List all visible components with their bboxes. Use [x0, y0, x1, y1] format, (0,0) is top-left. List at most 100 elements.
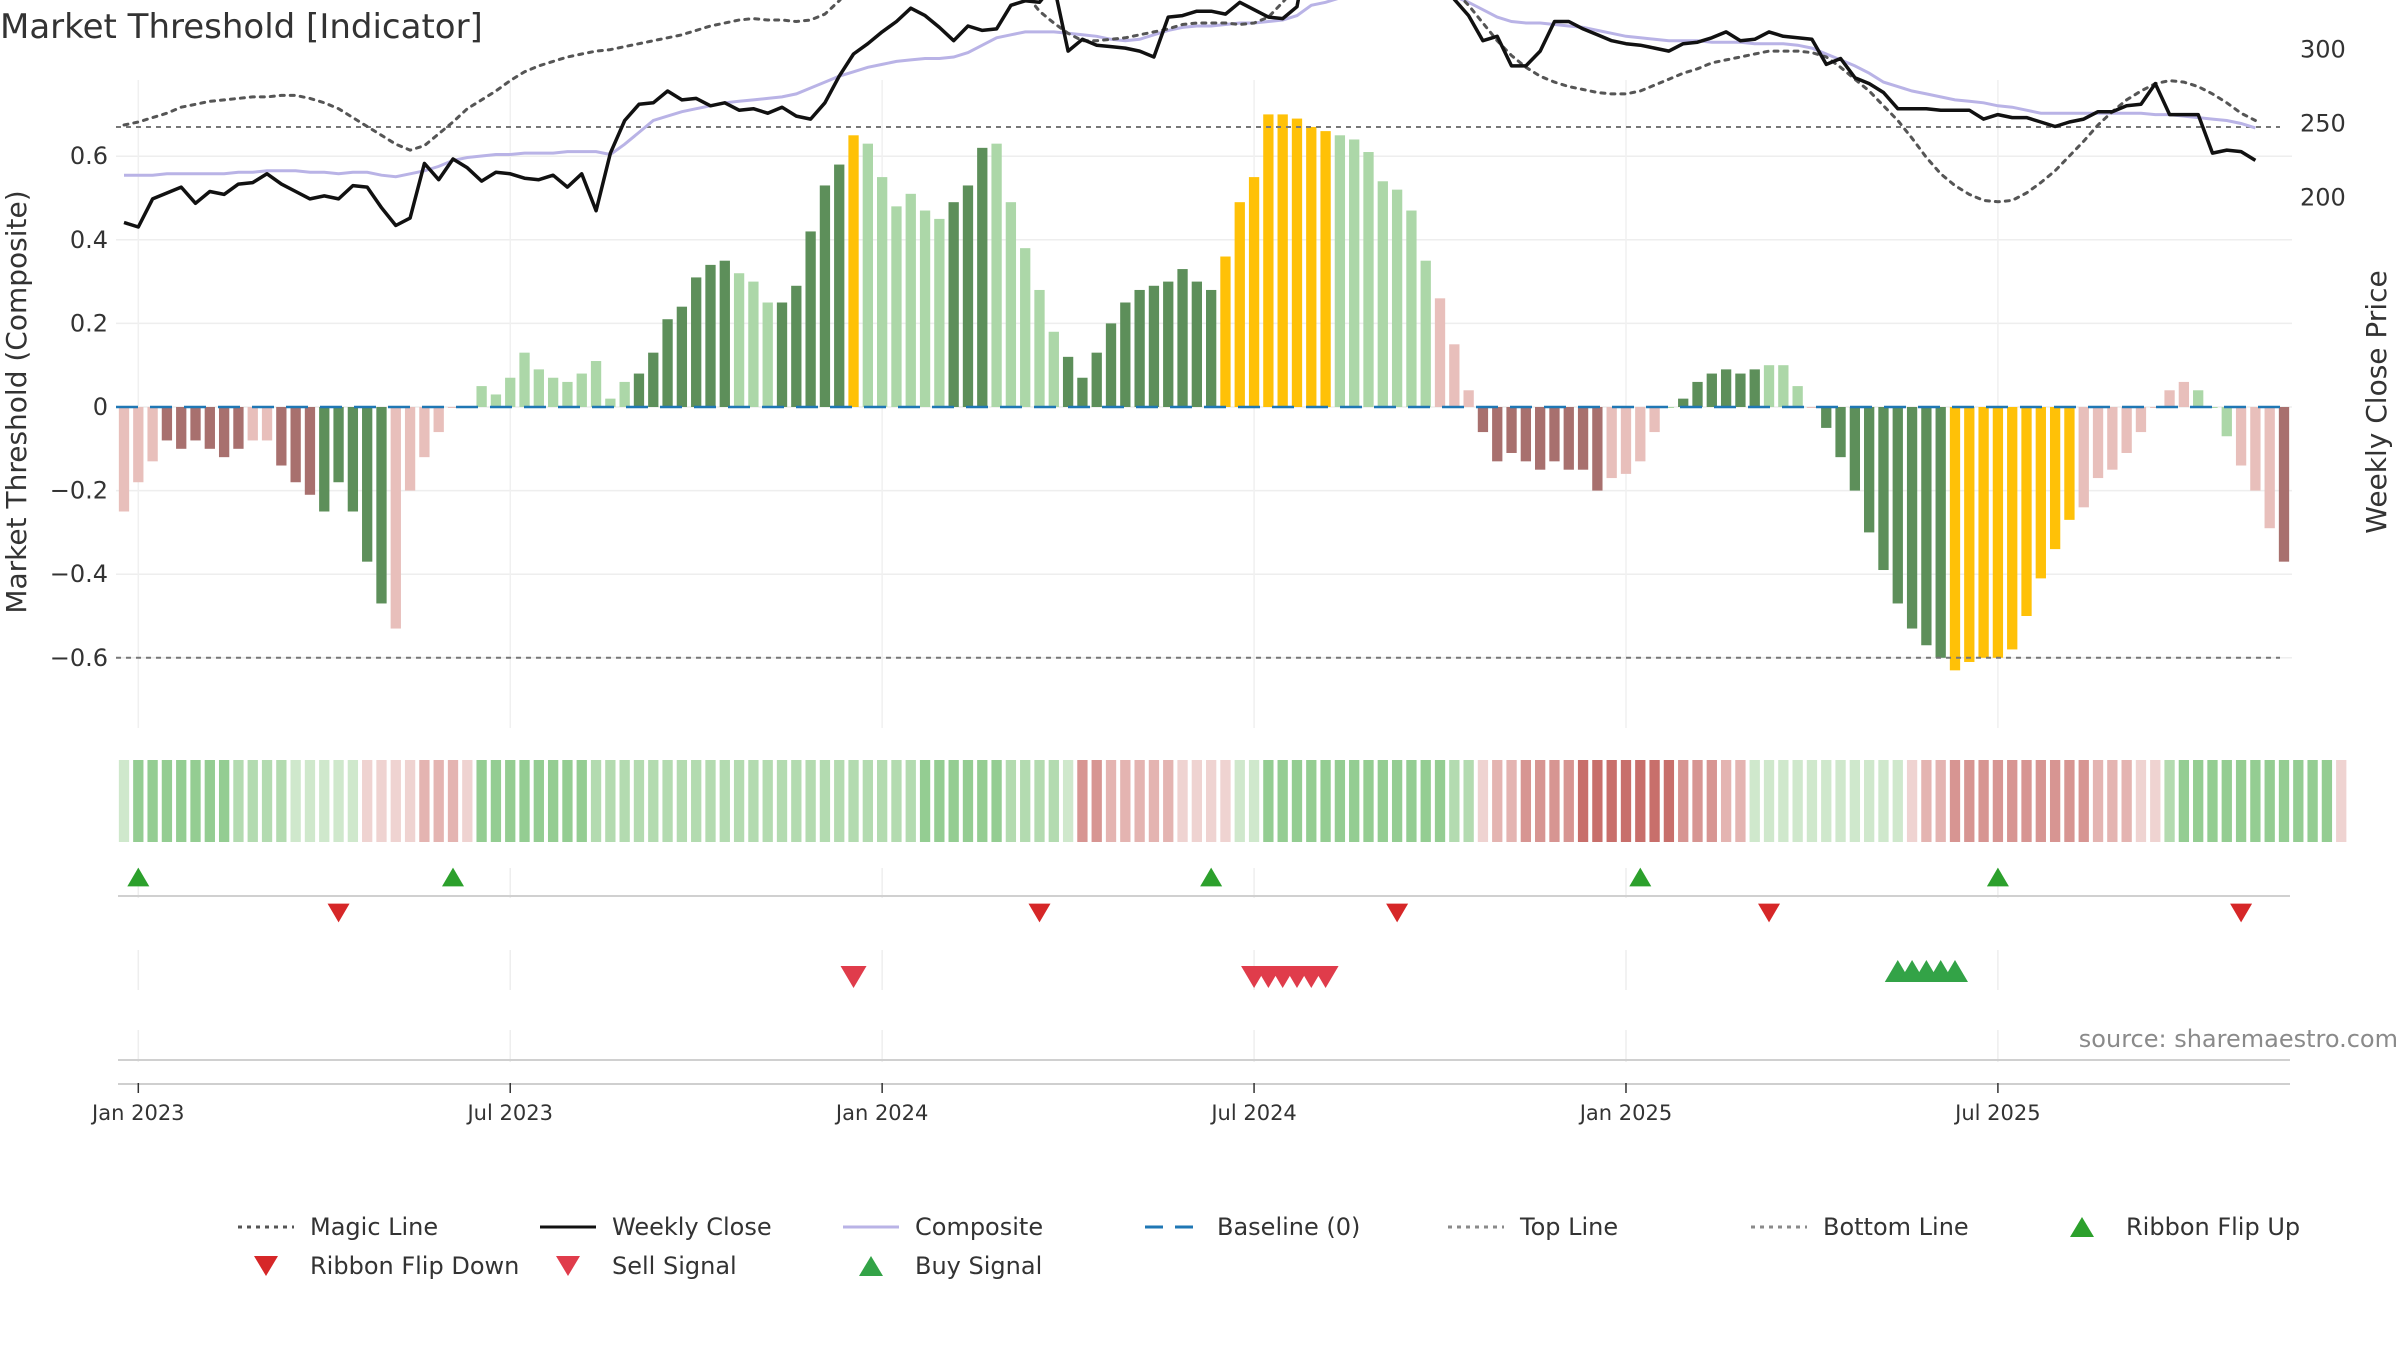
ribbon-cell	[547, 760, 559, 842]
y-left-tick-label: 0.4	[70, 226, 108, 254]
composite-bar	[304, 407, 316, 495]
ribbon-flip-down-marker	[1758, 903, 1781, 923]
composite-bar	[1148, 285, 1160, 407]
ribbon-cell	[2021, 760, 2032, 842]
ribbon-cell	[2250, 760, 2261, 842]
composite-bar	[1492, 407, 1503, 462]
ribbon-cell	[1663, 760, 1675, 842]
composite-bar	[161, 407, 173, 441]
composite-bar	[2164, 390, 2175, 407]
composite-bar	[662, 319, 673, 407]
ribbon-flip-up-marker	[127, 867, 150, 887]
composite-bar	[204, 407, 215, 449]
ribbon-cell	[862, 760, 873, 842]
ribbon-cell	[1048, 760, 1059, 842]
ribbon-cell	[1349, 760, 1360, 842]
composite-bar	[1334, 135, 1346, 408]
composite-bar	[1720, 369, 1732, 407]
ribbon-cell	[905, 760, 916, 842]
composite-bar	[1964, 407, 1975, 662]
ribbon-cell	[1563, 760, 1574, 842]
ribbon-cell	[161, 760, 173, 842]
composite-bar	[1806, 407, 1818, 408]
ribbon-cell	[2121, 760, 2132, 842]
composite-bar	[2121, 407, 2132, 453]
ribbon-cell	[1949, 760, 1961, 842]
ribbon-cell	[891, 760, 902, 842]
legend-item: Top Line	[1448, 1213, 1618, 1241]
ribbon-cell	[705, 760, 716, 842]
composite-bar	[1763, 365, 1775, 407]
ribbon-cell	[476, 760, 487, 842]
ribbon-cell	[2035, 760, 2046, 842]
ribbon-cell	[2264, 760, 2275, 842]
legend-item: Ribbon Flip Down	[254, 1252, 519, 1280]
composite-bar	[2078, 407, 2089, 508]
composite-bar	[1306, 126, 1317, 407]
composite-bar	[791, 285, 802, 407]
composite-bar	[490, 394, 502, 407]
composite-bar	[776, 302, 788, 407]
composite-bar	[705, 264, 716, 407]
x-tick-label: Jul 2025	[1953, 1101, 2040, 1125]
ribbon-cell	[290, 760, 301, 842]
ribbon-cell	[1935, 760, 1946, 842]
ribbon-cell	[1806, 760, 1818, 842]
weekly-close-line	[123, 0, 2257, 229]
x-tick-label: Jan 2023	[90, 1101, 185, 1125]
ribbon-cell	[648, 760, 659, 842]
composite-bar	[1978, 407, 1989, 658]
composite-bar	[1792, 386, 1803, 407]
ribbon-cell	[819, 760, 831, 842]
ribbon-cell	[1434, 760, 1446, 842]
composite-bar	[834, 164, 845, 407]
composite-line	[124, 0, 2256, 179]
ribbon-cell	[1964, 760, 1975, 842]
ribbon-cell	[2307, 760, 2318, 842]
ribbon-cell	[1363, 760, 1374, 842]
ribbon-cell	[1091, 760, 1102, 842]
composite-bar	[1320, 131, 1331, 407]
composite-bar	[2178, 381, 2190, 407]
ribbon-cell	[204, 760, 215, 842]
composite-bar	[1177, 269, 1188, 407]
ribbon-cell	[362, 760, 373, 842]
composite-bar	[1234, 202, 1245, 407]
composite-bar	[1592, 407, 1603, 491]
ribbon-cell	[2150, 760, 2161, 842]
ribbon-cell	[1992, 760, 2004, 842]
composite-bar	[1191, 281, 1202, 407]
composite-bar	[2049, 407, 2061, 550]
composite-bar	[1420, 260, 1431, 407]
composite-bar	[991, 143, 1002, 407]
ribbon-cell	[2336, 760, 2347, 842]
composite-bar	[1878, 407, 1889, 571]
composite-bar	[1248, 177, 1260, 407]
composite-bar	[2007, 407, 2018, 650]
ribbon-cell	[1620, 760, 1632, 842]
ribbon-cell	[1577, 760, 1589, 842]
magic-line	[122, 0, 2257, 204]
composite-bar	[1649, 407, 1660, 433]
ribbon-cell	[1263, 760, 1274, 842]
composite-bar	[905, 193, 916, 407]
ribbon-cell	[1606, 760, 1617, 842]
ribbon-cell	[2193, 760, 2204, 842]
composite-bar	[2221, 407, 2232, 437]
ribbon-cell	[2164, 760, 2175, 842]
ribbon-cell	[1449, 760, 1460, 842]
y-left-tick-label: −0.6	[50, 644, 108, 672]
x-tick-label: Jul 2024	[1209, 1101, 1296, 1125]
composite-bar	[748, 281, 759, 407]
sell-signal-marker	[1312, 965, 1339, 989]
composite-bar	[1277, 114, 1288, 408]
signal-rows	[127, 867, 2253, 989]
ribbon-cell	[2178, 760, 2190, 842]
ribbon-cell	[1978, 760, 1989, 842]
ribbon-cell	[1506, 760, 1517, 842]
composite-bar	[1749, 369, 1760, 407]
composite-bar	[1105, 323, 1117, 407]
composite-bar	[590, 361, 602, 407]
composite-bar	[619, 381, 630, 407]
ribbon-cell	[691, 760, 702, 842]
